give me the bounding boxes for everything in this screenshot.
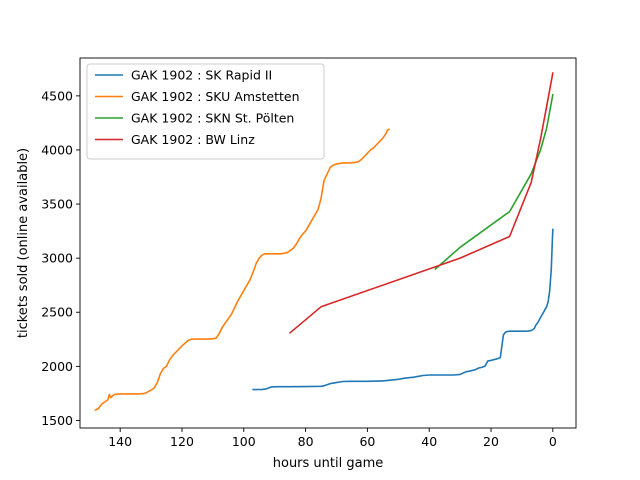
plot-frame: [79, 57, 577, 429]
legend-label-3: GAK 1902 : SKN St. Pölten: [131, 111, 294, 126]
y-tick-label: 3500: [41, 197, 73, 212]
legend-label-2: GAK 1902 : SKU Amstetten: [131, 89, 300, 104]
x-axis: 140 120 100 80 60 40 20 0: [108, 428, 557, 449]
x-tick-label: 100: [232, 434, 256, 449]
legend-label-1: GAK 1902 : SK Rapid II: [131, 68, 272, 83]
y-tick-label: 3000: [41, 251, 73, 266]
legend-label-4: GAK 1902 : BW Linz: [131, 132, 255, 147]
series-line-4: [288, 72, 554, 334]
y-tick-label: 1500: [41, 413, 73, 428]
series-line-2: [94, 128, 391, 412]
y-tick-label: 4500: [41, 88, 73, 103]
y-tick-label: 2000: [41, 359, 73, 374]
legend-box: [86, 63, 325, 160]
x-tick-label: 20: [483, 434, 499, 449]
y-axis: 1500 2000 2500 3000 3500 4000 4500: [41, 88, 80, 428]
x-tick-label: 60: [359, 434, 375, 449]
series-line-3: [434, 93, 554, 271]
x-tick-label: 40: [421, 434, 437, 449]
x-tick-label: 0: [549, 434, 557, 449]
x-tick-label: 140: [108, 434, 132, 449]
y-tick-label: 2500: [41, 305, 73, 320]
series-line-1: [252, 228, 554, 391]
plot-lines: [94, 72, 554, 412]
x-tick-label: 120: [170, 434, 194, 449]
x-axis-label: hours until game: [273, 456, 384, 471]
y-tick-label: 4000: [41, 142, 73, 157]
legend: GAK 1902 : SK Rapid II GAK 1902 : SKU Ams…: [86, 63, 325, 160]
x-tick-label: 80: [298, 434, 314, 449]
y-axis-label: tickets sold (online available): [16, 148, 31, 338]
